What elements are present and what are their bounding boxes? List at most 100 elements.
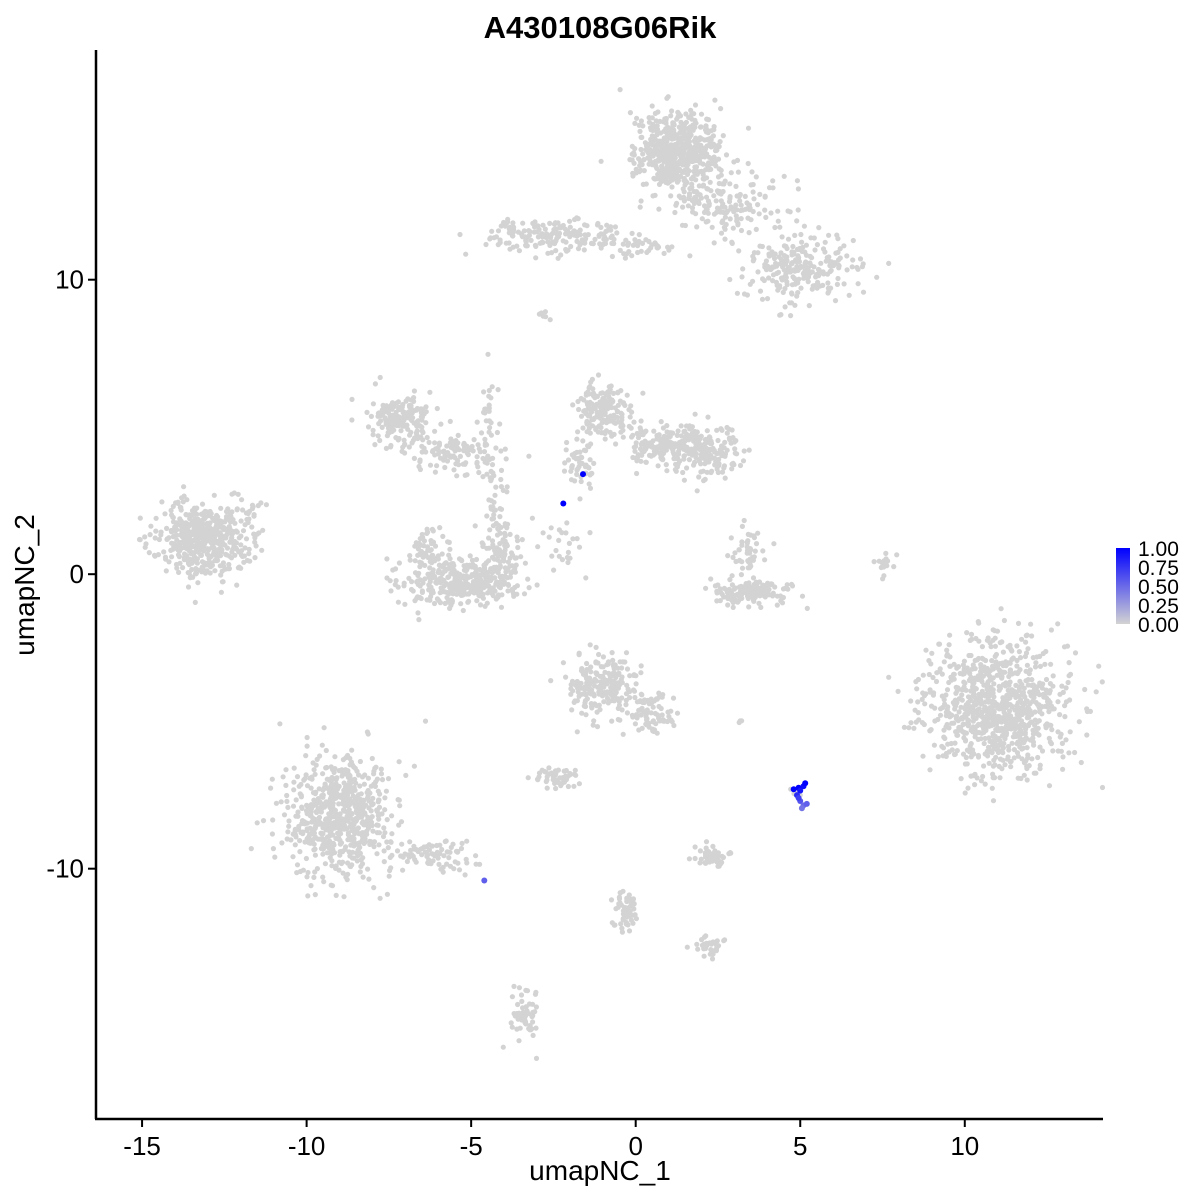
cell-point: [170, 503, 176, 509]
cell-point: [742, 193, 748, 199]
cell-point: [519, 537, 525, 543]
cell-point: [403, 398, 409, 404]
cell-point: [431, 600, 438, 607]
cell-point: [332, 807, 338, 814]
cell-point: [242, 545, 248, 551]
cell-point: [320, 874, 326, 880]
cell-point: [441, 457, 447, 463]
cell-point: [351, 799, 357, 805]
cell-point: [480, 543, 486, 550]
cell-point: [1025, 704, 1031, 710]
cell-point: [1060, 689, 1066, 696]
cell-point: [702, 437, 708, 443]
cell-point: [801, 275, 807, 281]
cell-point: [736, 193, 742, 200]
cell-point: [397, 803, 403, 809]
cell-point: [507, 531, 513, 538]
cell-point: [560, 660, 567, 666]
cell-point: [382, 830, 388, 836]
cell-point: [725, 595, 731, 602]
cell-point: [996, 687, 1002, 693]
cell-point: [635, 249, 641, 256]
cell-point: [750, 575, 757, 581]
cell-point: [686, 193, 693, 199]
cell-point: [439, 846, 445, 853]
cell-point: [745, 160, 751, 167]
cell-point: [857, 256, 864, 262]
cell-point: [454, 444, 460, 450]
cell-point: [967, 743, 973, 749]
cell-point: [774, 263, 780, 269]
cell-point: [1076, 719, 1082, 725]
cell-point: [715, 469, 721, 476]
cell-point: [178, 518, 184, 524]
cell-point: [970, 681, 976, 687]
cell-point: [803, 259, 809, 265]
cell-point: [598, 158, 604, 164]
cell-point: [748, 532, 754, 538]
cell-point: [312, 852, 318, 858]
cell-point: [498, 476, 504, 483]
cell-point: [412, 435, 418, 441]
cell-point: [1031, 742, 1037, 748]
cell-point: [443, 589, 450, 595]
cell-point: [708, 144, 714, 150]
cell-point: [795, 253, 801, 259]
cell-point: [260, 527, 266, 533]
cell-point: [324, 776, 330, 782]
cell-point: [979, 644, 986, 650]
cell-point: [661, 450, 667, 456]
cell-point: [544, 231, 550, 237]
cell-point: [442, 560, 448, 566]
cell-point: [779, 277, 785, 283]
cell-point: [1029, 693, 1035, 699]
cell-point: [387, 578, 393, 584]
cell-point: [1059, 740, 1065, 747]
cell-point: [209, 560, 215, 566]
cell-point: [600, 400, 606, 406]
cell-point: [974, 675, 980, 682]
cell-point: [424, 434, 430, 441]
cell-point: [552, 220, 559, 226]
cell-point: [416, 570, 422, 576]
cell-point: [682, 437, 688, 443]
cell-point: [1018, 775, 1024, 782]
cell-point: [514, 591, 520, 597]
cell-point: [756, 600, 762, 606]
cell-point: [292, 842, 298, 848]
cell-point: [574, 436, 580, 442]
cell-point: [576, 463, 582, 470]
cell-point: [1001, 740, 1007, 747]
cell-point: [696, 153, 702, 160]
cell-point: [175, 499, 181, 505]
cell-point: [850, 237, 856, 244]
cell-point: [327, 855, 333, 861]
cell-point: [594, 393, 601, 400]
cell-point: [600, 395, 606, 402]
cell-point: [1035, 754, 1041, 761]
cell-point: [991, 681, 997, 687]
cell-point: [328, 821, 334, 827]
cell-point: [324, 834, 330, 840]
cell-point: [416, 423, 423, 429]
cell-point: [696, 458, 702, 464]
cell-point: [986, 735, 992, 741]
cell-point: [746, 230, 752, 236]
cell-point: [685, 140, 691, 146]
cell-point: [777, 224, 783, 230]
cell-point: [217, 538, 223, 544]
cell-point: [146, 550, 152, 556]
cell-point: [675, 428, 681, 434]
cell-point: [298, 794, 304, 800]
cell-point: [860, 289, 867, 295]
cell-point: [326, 803, 333, 809]
cell-point: [454, 473, 460, 479]
cell-point: [316, 786, 322, 792]
cell-point: [270, 846, 276, 852]
cell-point: [336, 768, 342, 774]
cell-point: [385, 429, 391, 436]
cell-point: [703, 219, 709, 225]
cell-point: [270, 817, 276, 823]
cell-point: [788, 300, 795, 306]
cell-point: [1004, 703, 1010, 709]
